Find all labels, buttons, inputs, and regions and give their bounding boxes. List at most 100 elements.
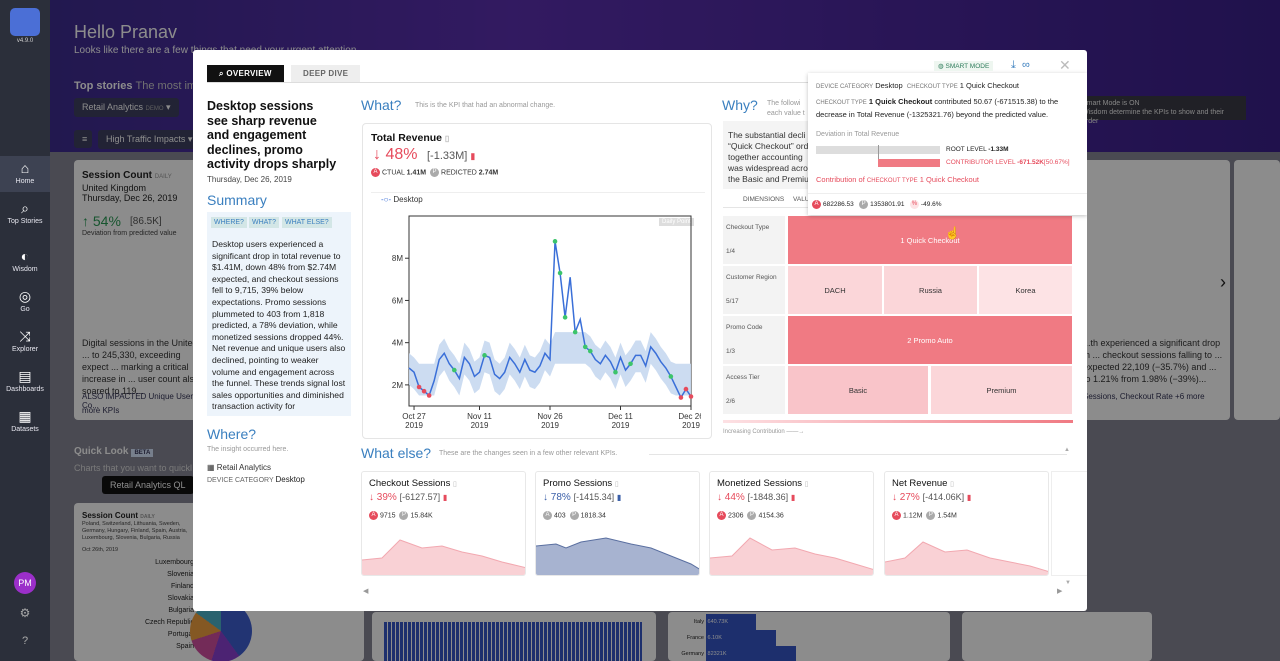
contribution-of: Contribution of CHECKOUT TYPE 1 Quick Ch… [816,175,979,184]
kpi-card-monetized-sessions[interactable]: Monetized Sessions ▯ ↓ 44% [-1848.36] ▮ … [709,471,874,576]
why-text: The substantial decli “Quick Checkout” o… [728,130,809,184]
sidebar-item-wisdom[interactable]: ◐ Wisdom [12,248,38,273]
cursor-icon: ☝ [945,226,960,240]
where-dataset: ▦ Retail Analytics [207,463,272,472]
anomaly-point-up [613,369,618,375]
sidebar-item-home[interactable]: ⌂ Home [0,156,50,192]
tab-overview[interactable]: ⌕ OVERVIEW [207,65,284,82]
what-subtitle: This is the KPI that had an abnormal cha… [415,102,556,109]
header-icons: ⤓ ∞ [1011,59,1030,72]
cell-korea[interactable]: Korea [979,266,1072,314]
anomaly-point-up [452,367,457,373]
link-icon[interactable]: ∞ [1022,59,1030,71]
card-region: United Kingdom [82,183,147,193]
avatar[interactable]: PM [14,572,36,594]
sidebar-item-dashboards[interactable]: ▤ Dashboards [6,368,44,393]
cell-quick-checkout[interactable]: 1 Quick Checkout [788,216,1072,264]
anomaly-point-up [557,270,563,276]
sparkline [362,539,525,575]
collapse-icon[interactable]: ▲ [1064,447,1070,453]
download-icon[interactable]: ⤓ [1011,59,1016,71]
story-card-right[interactable]: ...th experienced a significant drop in … [1075,160,1230,420]
y-tick-label: 8M [392,254,403,263]
next-arrow-icon[interactable]: › [1220,272,1226,292]
we-title: Monetized Sessions ▯ [717,478,809,489]
anomaly-point-up [572,329,578,335]
quick-look-heading: Quick Look BETA [74,446,154,457]
scroll-down-icon[interactable]: ▼ [1065,580,1071,586]
impact-dropdown[interactable]: High Traffic Impacts ▾ [98,130,201,149]
filter-icon[interactable]: ≡ [74,130,92,148]
help-icon[interactable]: ? [21,635,29,647]
smart-mode-badge[interactable]: ◍ SMART MODE [934,61,994,71]
kpi-card[interactable]: Total Revenue ▯ ↓ 48% [-1.33M] ▮ A CTUAL … [362,123,712,439]
tooltip-values: A 682286.53 P 1353801.91 % -49.6% [812,200,942,209]
predicted-icon: P [399,511,409,520]
predicted-icon: P [926,511,936,520]
we-title: Checkout Sessions ▯ [369,478,457,489]
pie-label: Bulgaria [168,607,194,614]
actual-icon: A [812,200,821,209]
scroll-left-icon[interactable]: ◀ [363,588,369,595]
chip-what[interactable]: WHAT? [249,217,279,228]
cell-premium[interactable]: Premium [931,366,1072,414]
where-category: DEVICE CATEGORY Desktop [207,475,305,484]
sidebar-item-datasets[interactable]: ▦ Datasets [11,408,39,433]
quick-look-sub: Charts that you want to quickl [74,463,193,473]
anomaly-point-down [678,395,684,400]
quick-look-dropdown[interactable]: Retail Analytics QL [102,476,194,494]
kpi-card-partial[interactable] [1051,471,1087,576]
chip-what-else[interactable]: WHAT ELSE? [282,217,332,228]
sidebar-item-top-stories[interactable]: ⌕ Top Stories [7,200,43,225]
card-more[interactable]: more KPIs [82,406,120,415]
tab-dimensions[interactable]: DIMENSIONS [743,196,785,203]
tab-deep-dive[interactable]: DEEP DIVE [291,65,361,82]
sidebar-item-go[interactable]: ◎ Go [18,288,32,313]
scroll-right-icon[interactable]: ▶ [1057,588,1063,595]
hbar-row: France 6.10K [674,630,804,646]
cell-basic[interactable]: Basic [788,366,928,414]
anomaly-point-up [482,353,487,358]
info-icon: ▯ [614,481,619,488]
sidebar-item-explorer[interactable]: ⤨ Explorer [11,328,39,353]
x-tick-year: 2019 [541,421,559,430]
dim-row-customer-region[interactable]: Customer Region 5/17 [723,266,785,314]
close-icon[interactable]: ✕ [1059,57,1071,73]
pie-label: Slovakia [167,595,194,602]
dim-row-promo-code[interactable]: Promo Code 1/3 [723,316,785,364]
line-chart-card [962,612,1152,661]
series-line-desktop [408,241,692,400]
kpi-title: Total Revenue ▯ [371,132,450,144]
sidebar: v4.9.0 ⌂ Home ⌕ Top Stories ◐ Wisdom ◎ Go ⤨ E… [0,0,50,661]
kpi-card-net-revenue[interactable]: Net Revenue ▯ ↓ 27% [-414.06K] ▮ A 1.12M … [884,471,1049,576]
chip-where[interactable]: WHERE? [211,217,247,228]
kpi-pct: ↓ 48% [373,146,418,163]
contribution-tooltip: DEVICE CATEGORY Desktop CHECKOUT TYPE 1 … [808,73,1087,215]
dataset-dropdown[interactable]: Retail Analytics DEMO ▾ [74,98,179,117]
what-else-divider [649,454,1067,455]
tab-values[interactable]: VALU [793,196,810,203]
tooltip-context: DEVICE CATEGORY Desktop CHECKOUT TYPE 1 … [816,81,1019,90]
pie-label: Finland [171,583,194,590]
story-card-edge[interactable] [1234,160,1280,420]
predicted-icon: P [747,511,757,520]
cell-russia[interactable]: Russia [884,266,977,314]
story-card[interactable]: Session Count DAILY United Kingdom Thurs… [74,160,199,420]
summary-box: WHERE? WHAT? WHAT ELSE? Desktop users ex… [207,212,351,416]
sparkline [885,541,1048,575]
cell-promo-auto[interactable]: 2 Promo Auto [788,316,1072,364]
we-pct: ↓ 39% [-6127.57] ▮ [369,492,448,503]
dashboard-icon: ▤ [18,368,32,384]
settings-icon[interactable]: ⚙ [19,606,31,620]
anomaly-point-up [587,348,593,354]
dim-row-access-tier[interactable]: Access Tier 2/6 [723,366,785,414]
we-actual-pred: A 2306 P 4154.36 [717,511,784,520]
kpi-card-promo-sessions[interactable]: Promo Sessions ▯ ↓ 78% [-1415.34] ▮ A 403… [535,471,700,576]
dim-row-checkout-type[interactable]: Checkout Type 1/4 [723,216,785,264]
app-logo[interactable] [10,8,40,36]
anomaly-point-down [683,386,689,392]
grid-icon: ▦ [18,408,32,424]
cell-dach[interactable]: DACH [788,266,882,314]
kpi-card-checkout-sessions[interactable]: Checkout Sessions ▯ ↓ 39% [-6127.57] ▮ A… [361,471,526,576]
